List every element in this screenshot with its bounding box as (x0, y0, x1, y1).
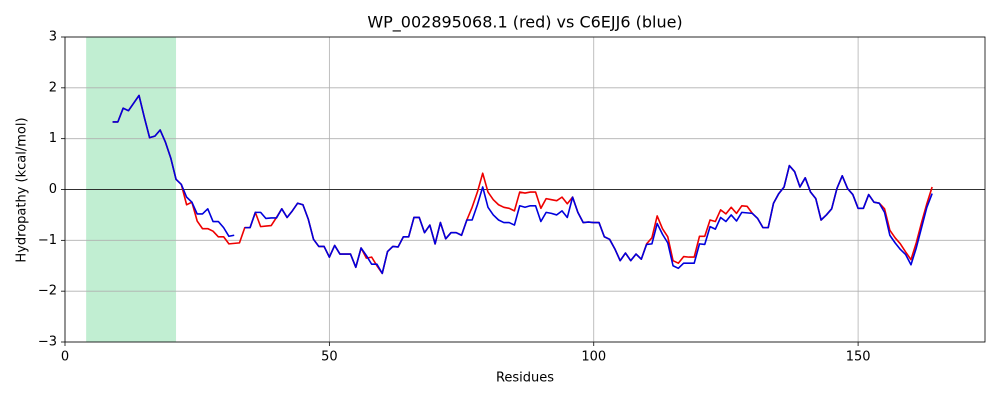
x-tick-label: 100 (581, 350, 606, 365)
x-tick-label: 150 (846, 350, 871, 365)
x-tick-label: 50 (321, 350, 338, 365)
chart-title: WP_002895068.1 (red) vs C6EJJ6 (blue) (367, 13, 682, 33)
y-tick-label: −1 (38, 233, 57, 248)
x-axis-label: Residues (496, 371, 554, 386)
y-tick-label: 3 (49, 30, 57, 45)
series-line (112, 94, 933, 275)
x-tick-label: 0 (61, 350, 69, 365)
y-tick-label: −2 (38, 284, 57, 299)
y-tick-label: 0 (49, 182, 57, 197)
series-line (112, 94, 933, 275)
plot-frame (64, 36, 986, 343)
y-tick-label: −3 (38, 335, 57, 350)
y-axis-label: Hydropathy (kcal/mol) (15, 117, 30, 262)
y-tick-label: 1 (49, 131, 57, 146)
y-tick-label: 2 (49, 80, 57, 95)
